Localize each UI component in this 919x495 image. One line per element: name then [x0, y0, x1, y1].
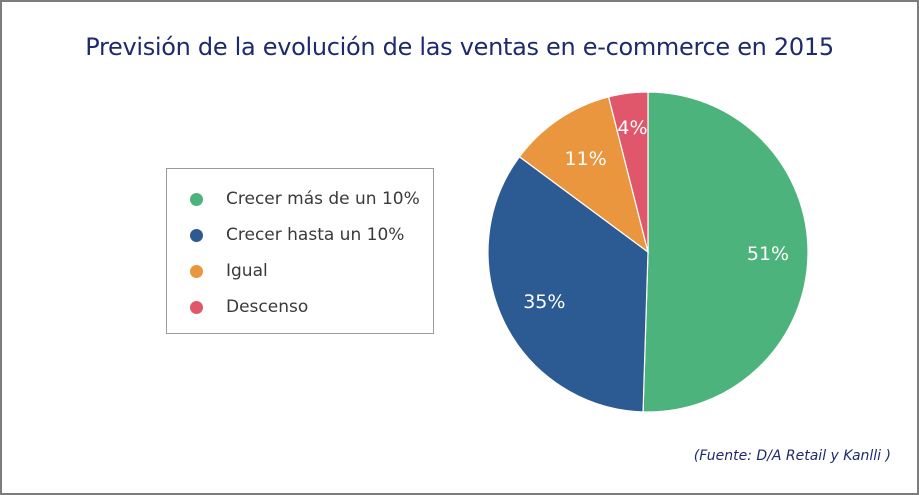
pie-slice-crecer-hasta-10: [487, 155, 649, 413]
legend-swatch-crecer-mas-10: [190, 192, 203, 206]
pie-label-crecer-hasta-10: 35%: [523, 291, 565, 313]
pie-label-crecer-mas-10: 51%: [747, 243, 789, 265]
pie-slice-crecer-mas-10: [642, 91, 809, 413]
legend-label-crecer-mas-10: Crecer más de un 10%: [226, 189, 420, 209]
pie-slice-igual: [518, 96, 649, 254]
legend-label-crecer-hasta-10: Crecer hasta un 10%: [226, 225, 405, 245]
pie-chart: 51% 35% 11% 4%: [487, 91, 809, 413]
legend-swatch-crecer-hasta-10: [190, 228, 203, 242]
chart-title: Previsión de la evolución de las ventas …: [85, 33, 834, 61]
pie-label-descenso: 4%: [617, 117, 647, 139]
pie-slice-descenso: [607, 91, 649, 253]
chart-source: (Fuente: D/A Retail y Kanlli ): [693, 448, 891, 464]
legend-swatch-igual: [190, 264, 203, 278]
legend-swatch-descenso: [190, 300, 203, 314]
legend-label-descenso: Descenso: [226, 297, 309, 317]
legend-label-igual: Igual: [226, 261, 268, 281]
legend-item-crecer-hasta-10: Crecer hasta un 10%: [190, 224, 404, 246]
pie-label-igual: 11%: [564, 148, 606, 170]
legend-item-crecer-mas-10: Crecer más de un 10%: [190, 188, 420, 210]
legend-item-igual: Igual: [190, 260, 268, 282]
chart-legend: Crecer más de un 10% Crecer hasta un 10%…: [166, 168, 434, 334]
legend-item-descenso: Descenso: [190, 296, 308, 318]
